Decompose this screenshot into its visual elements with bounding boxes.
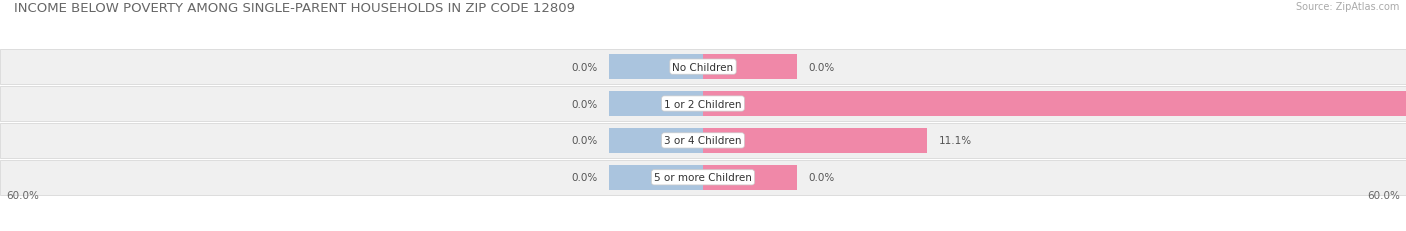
Bar	[703, 165, 797, 190]
Bar	[609, 91, 703, 117]
Bar	[0, 160, 1406, 195]
Text: No Children: No Children	[672, 62, 734, 72]
Text: 0.0%: 0.0%	[571, 136, 598, 146]
Bar	[703, 91, 1406, 117]
Text: 5 or more Children: 5 or more Children	[654, 173, 752, 182]
Text: 0.0%: 0.0%	[571, 62, 598, 72]
Text: 60.0%: 60.0%	[1367, 190, 1400, 200]
Text: INCOME BELOW POVERTY AMONG SINGLE-PARENT HOUSEHOLDS IN ZIP CODE 12809: INCOME BELOW POVERTY AMONG SINGLE-PARENT…	[14, 2, 575, 15]
Bar	[609, 165, 703, 190]
Bar	[609, 55, 703, 80]
Bar	[703, 55, 797, 80]
Text: 1 or 2 Children: 1 or 2 Children	[664, 99, 742, 109]
Bar	[0, 123, 1406, 158]
Bar	[703, 128, 927, 153]
Text: 0.0%: 0.0%	[808, 62, 835, 72]
Text: 0.0%: 0.0%	[571, 173, 598, 182]
Bar	[0, 50, 1406, 85]
Bar	[0, 86, 1406, 122]
Text: 11.1%: 11.1%	[939, 136, 972, 146]
Text: 60.0%: 60.0%	[6, 190, 39, 200]
Text: 0.0%: 0.0%	[808, 173, 835, 182]
Text: 3 or 4 Children: 3 or 4 Children	[664, 136, 742, 146]
Bar	[609, 128, 703, 153]
Text: 0.0%: 0.0%	[571, 99, 598, 109]
Text: Source: ZipAtlas.com: Source: ZipAtlas.com	[1295, 2, 1399, 12]
